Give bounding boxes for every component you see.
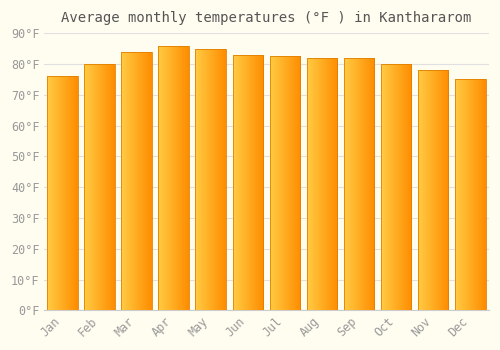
Bar (196, 49, 226, 310)
Bar (455, 79, 486, 310)
Bar (232, 55, 263, 310)
Bar (84, 64, 114, 310)
Bar (158, 46, 189, 310)
Bar (344, 58, 374, 310)
Bar (307, 58, 337, 310)
Title: Average monthly temperatures (°F ) in Kanthararom: Average monthly temperatures (°F ) in Ka… (61, 11, 472, 25)
Bar (418, 70, 448, 310)
Bar (122, 52, 152, 310)
Bar (47, 76, 78, 310)
Bar (270, 56, 300, 310)
Bar (381, 64, 412, 310)
